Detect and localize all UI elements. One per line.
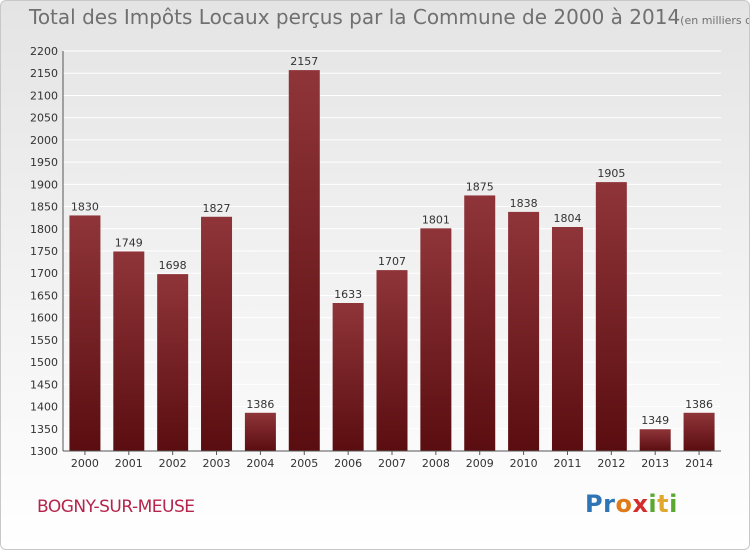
x-tick-label-2002: 2002 [159, 457, 187, 470]
y-tick-label: 1850 [30, 201, 58, 214]
value-label-2002: 1698 [159, 259, 187, 272]
bar-2014 [683, 412, 715, 451]
axes: 1300 1350 1400 1450 1500 1550 1600 1650 1700 1750… [30, 45, 721, 470]
x-tick-label-2013: 2013 [641, 457, 669, 470]
value-label-2005: 2157 [290, 55, 318, 68]
logo-letter: P [585, 490, 604, 518]
x-tick-label-2014: 2014 [685, 457, 713, 470]
bar-2012 [595, 182, 627, 451]
bar-2002 [157, 274, 189, 451]
y-tick-label: 1700 [30, 267, 58, 280]
value-label-2000: 1830 [71, 200, 99, 213]
x-tick-label-2008: 2008 [422, 457, 450, 470]
bar-2011 [551, 227, 583, 451]
y-tick-label: 1900 [30, 178, 58, 191]
proxiti-logo: Proxiti [585, 490, 678, 518]
y-tick-label: 1950 [30, 156, 58, 169]
y-tick-label: 1600 [30, 312, 58, 325]
x-tick-label-2007: 2007 [378, 457, 406, 470]
y-tick-label: 1450 [30, 378, 58, 391]
bars: 1830 1749 1698 1827 1386 2157 1633 1707 1801 1875… [69, 55, 715, 451]
value-label-2008: 1801 [422, 213, 450, 226]
value-label-2007: 1707 [378, 255, 406, 268]
y-tick-label: 2200 [30, 45, 58, 58]
bar-2010 [508, 211, 540, 451]
value-label-2010: 1838 [510, 197, 538, 210]
y-tick-label: 1750 [30, 245, 58, 258]
y-tick-label: 1500 [30, 356, 58, 369]
y-tick-label: 1300 [30, 445, 58, 458]
y-tick-label: 1400 [30, 401, 58, 414]
logo-letter: i [648, 490, 658, 518]
unit-note: (en milliers d'€) [680, 14, 749, 27]
value-label-2009: 1875 [466, 180, 494, 193]
x-tick-label-2012: 2012 [597, 457, 625, 470]
logo-letter: o [615, 490, 633, 518]
y-tick-label: 2000 [30, 134, 58, 147]
x-tick-label-2006: 2006 [334, 457, 362, 470]
y-tick-label: 1650 [30, 289, 58, 302]
value-label-2011: 1804 [553, 212, 581, 225]
x-tick-label-2003: 2003 [203, 457, 231, 470]
bar-2004 [244, 412, 276, 451]
value-label-2006: 1633 [334, 288, 362, 301]
x-tick-label-2009: 2009 [466, 457, 494, 470]
bar-2000 [69, 215, 101, 451]
value-label-2004: 1386 [246, 398, 274, 411]
y-tick-label: 2150 [30, 67, 58, 80]
y-tick-label: 1800 [30, 223, 58, 236]
x-tick-label-2000: 2000 [71, 457, 99, 470]
x-tick-label-2004: 2004 [246, 457, 274, 470]
value-label-2001: 1749 [115, 236, 143, 249]
logo-letter: t [657, 490, 670, 518]
bar-2001 [113, 251, 145, 451]
logo-letter: i [669, 490, 678, 518]
bar-2003 [201, 216, 233, 451]
chart-title: Total des Impôts Locaux perçus par la Co… [29, 5, 681, 29]
x-tick-label-2010: 2010 [510, 457, 538, 470]
chart-title-block: Total des Impôts Locaux perçus par la Co… [29, 5, 749, 29]
bar-2007 [376, 270, 408, 451]
y-tick-label: 1350 [30, 423, 58, 436]
value-label-2013: 1349 [641, 414, 669, 427]
bar-2005 [288, 70, 320, 451]
value-label-2012: 1905 [597, 167, 625, 180]
y-tick-label: 1550 [30, 334, 58, 347]
bar-2006 [332, 303, 364, 451]
logo-letter: x [632, 490, 649, 518]
bar-2013 [639, 429, 671, 451]
x-tick-label-2001: 2001 [115, 457, 143, 470]
bar-2009 [464, 195, 496, 451]
value-label-2003: 1827 [203, 202, 231, 215]
x-tick-label-2011: 2011 [553, 457, 581, 470]
bar-2008 [420, 228, 452, 451]
y-tick-label: 2050 [30, 112, 58, 125]
x-tick-label-2005: 2005 [290, 457, 318, 470]
logo-letter: r [603, 490, 616, 518]
value-label-2014: 1386 [685, 398, 713, 411]
y-tick-label: 2100 [30, 89, 58, 102]
commune-name: BOGNY-SUR-MEUSE [37, 497, 195, 517]
